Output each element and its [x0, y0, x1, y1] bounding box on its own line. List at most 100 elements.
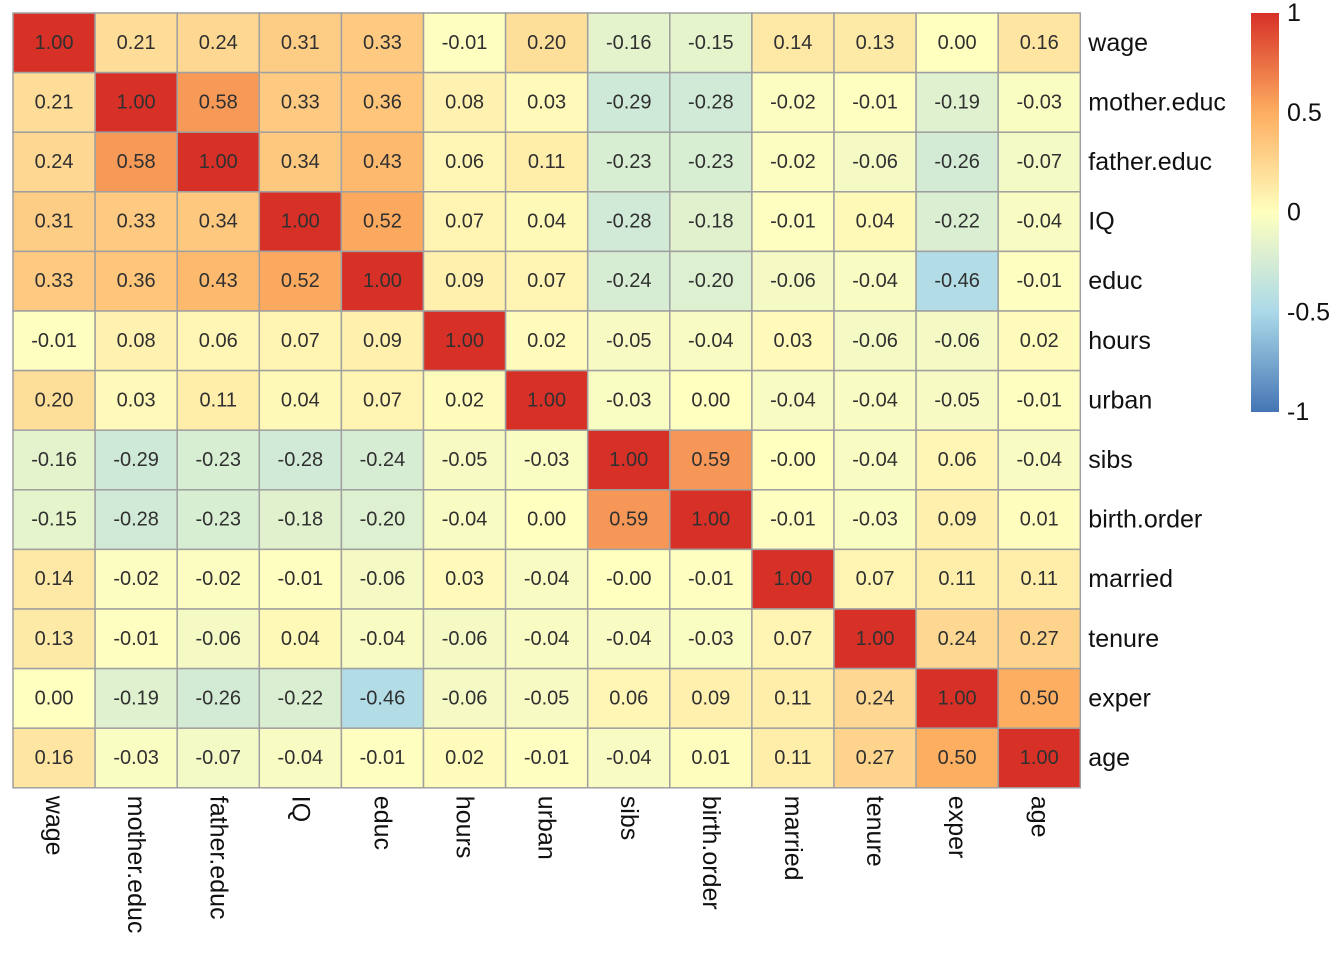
- heatmap-cell-married-mother.educ: [94, 548, 178, 610]
- heatmap-cell-age-educ: [340, 727, 425, 789]
- cell-value-label: 0.07: [445, 211, 484, 233]
- cell-value-label: 0.02: [1020, 330, 1059, 352]
- legend-color-bar: [1251, 13, 1279, 412]
- heatmap-cell-exper-father.educ: [176, 667, 261, 729]
- cell-value-label: -0.29: [606, 91, 652, 113]
- row-label-married: married: [1088, 565, 1173, 593]
- cell-value-label: 0.59: [691, 449, 730, 471]
- heatmap-cell-birth.order-IQ: [258, 489, 343, 551]
- heatmap-cell-mother.educ-wage: [12, 71, 96, 133]
- column-label-hours: hours: [451, 796, 479, 859]
- cell-value-label: 0.03: [527, 91, 566, 113]
- row-label-exper: exper: [1088, 684, 1151, 712]
- heatmap-cell-married-tenure: [833, 548, 917, 610]
- cell-value-label: 0.36: [117, 270, 156, 292]
- cell-value-label: 0.34: [281, 151, 320, 173]
- cell-value-label: -0.20: [688, 270, 734, 292]
- cell-value-label: -0.04: [1016, 449, 1062, 471]
- cell-value-label: 0.09: [938, 509, 977, 531]
- cell-value-label: -0.16: [606, 32, 652, 54]
- cell-value-label: -0.29: [113, 449, 159, 471]
- heatmap-cell-birth.order-exper: [915, 489, 999, 551]
- heatmap-cell-educ-father.educ: [176, 250, 261, 312]
- heatmap-cell-IQ-birth.order: [669, 191, 753, 253]
- cell-value-label: -0.03: [1016, 91, 1062, 113]
- cell-value-label: -0.23: [606, 151, 652, 173]
- heatmap-cell-married-exper: [915, 548, 999, 610]
- cell-value-label: 0.00: [35, 687, 74, 709]
- cell-value-label: 0.16: [1020, 32, 1059, 54]
- cell-value-label: -0.07: [195, 747, 241, 769]
- cell-value-label: 0.01: [1020, 509, 1059, 531]
- cell-value-label: 0.16: [35, 747, 74, 769]
- heatmap-cell-tenure-age: [997, 608, 1082, 670]
- heatmap-cell-exper-exper: [915, 667, 999, 729]
- heatmap-cell-IQ-married: [751, 191, 835, 253]
- cell-value-label: -0.04: [770, 389, 816, 411]
- heatmap-cell-IQ-age: [997, 191, 1082, 253]
- cell-value-label: -0.00: [770, 449, 816, 471]
- heatmap-cell-father.educ-age: [997, 131, 1082, 193]
- row-label-birth.order: birth.order: [1088, 506, 1202, 534]
- cell-value-label: 0.07: [363, 389, 402, 411]
- color-legend: 1 0.5 0 -0.5 -1: [1251, 0, 1330, 426]
- heatmap-cell-exper-sibs: [586, 667, 671, 729]
- heatmap-cell-educ-exper: [915, 250, 999, 312]
- cell-value-label: 1.00: [609, 449, 648, 471]
- row-label-mother.educ: mother.educ: [1088, 88, 1226, 116]
- cell-value-label: 0.02: [445, 389, 484, 411]
- heatmap-cell-sibs-educ: [340, 429, 425, 491]
- cell-value-label: 0.36: [363, 91, 402, 113]
- heatmap-cell-father.educ-married: [751, 131, 835, 193]
- cell-value-label: -0.01: [688, 568, 734, 590]
- cell-value-label: 0.52: [363, 211, 402, 233]
- column-label-urban: urban: [533, 796, 561, 860]
- cell-value-label: -0.18: [688, 211, 734, 233]
- cell-value-label: 0.13: [856, 32, 895, 54]
- heatmap-cell-urban-urban: [504, 369, 589, 431]
- cell-value-label: -0.46: [360, 687, 406, 709]
- cell-value-label: 0.02: [527, 330, 566, 352]
- cell-value-label: -0.04: [606, 747, 652, 769]
- cell-value-label: 0.11: [1021, 568, 1058, 590]
- heatmap-cell-father.educ-mother.educ: [94, 131, 178, 193]
- cell-value-label: -0.28: [688, 91, 734, 113]
- cell-value-label: 0.52: [281, 270, 320, 292]
- heatmap-cell-hours-age: [997, 310, 1082, 372]
- cell-value-label: 0.34: [199, 211, 238, 233]
- cell-value-label: -0.23: [688, 151, 734, 173]
- heatmap-cell-exper-educ: [340, 667, 425, 729]
- cell-value-label: -0.01: [852, 91, 898, 113]
- cell-value-label: -0.26: [934, 151, 980, 173]
- cell-value-label: -0.02: [113, 568, 159, 590]
- cell-value-label: -0.01: [770, 211, 816, 233]
- heatmap-cell-hours-father.educ: [176, 310, 261, 372]
- legend-tick-label: -1: [1287, 398, 1309, 426]
- heatmap-cell-sibs-exper: [915, 429, 999, 491]
- cell-value-label: 1.00: [445, 330, 484, 352]
- cell-value-label: -0.04: [688, 330, 734, 352]
- cell-value-label: 0.20: [527, 32, 566, 54]
- heatmap-cell-father.educ-father.educ: [176, 131, 261, 193]
- heatmap-cell-hours-birth.order: [669, 310, 753, 372]
- heatmap-cell-sibs-age: [997, 429, 1082, 491]
- cell-value-label: 0.33: [35, 270, 74, 292]
- heatmap-cell-birth.order-father.educ: [176, 489, 261, 551]
- column-label-IQ: IQ: [286, 796, 314, 822]
- cell-value-label: 0.33: [117, 211, 156, 233]
- heatmap-cell-married-wage: [12, 548, 96, 610]
- cell-value-label: -0.00: [606, 568, 652, 590]
- cell-value-label: 0.00: [527, 509, 566, 531]
- heatmap-cell-tenure-educ: [340, 608, 425, 670]
- heatmap-cell-age-sibs: [586, 727, 671, 789]
- heatmap-cell-married-IQ: [258, 548, 343, 610]
- heatmap-cell-age-IQ: [258, 727, 343, 789]
- cell-value-label: -0.06: [852, 330, 898, 352]
- cell-value-label: -0.04: [278, 747, 324, 769]
- cell-value-label: 1.00: [527, 389, 566, 411]
- cell-value-label: -0.05: [934, 389, 980, 411]
- heatmap-cell-wage-exper: [915, 12, 999, 74]
- heatmap-cell-exper-birth.order: [669, 667, 753, 729]
- cell-value-label: -0.06: [852, 151, 898, 173]
- column-label-wage: wage: [40, 795, 68, 856]
